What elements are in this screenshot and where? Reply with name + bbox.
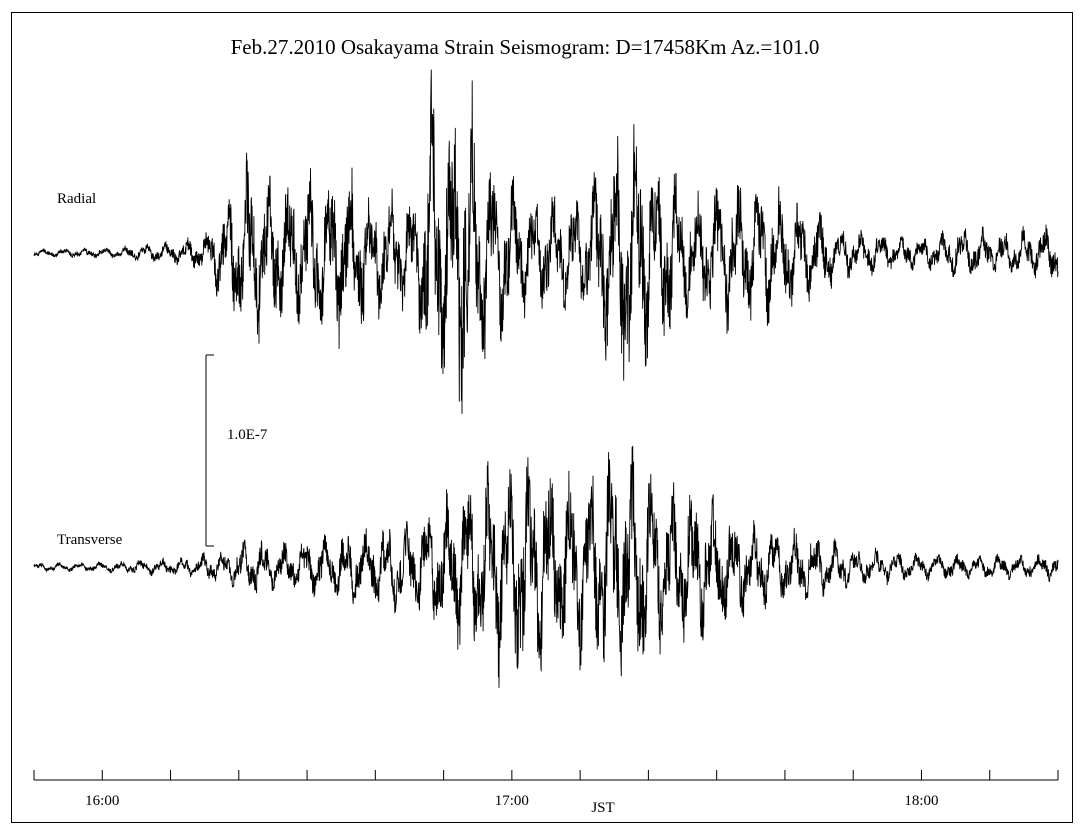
x-tick-label: 17:00: [495, 793, 529, 809]
x-tick-label: 16:00: [85, 793, 119, 809]
strain-scale-bar: [205, 354, 214, 547]
x-axis-label: JST: [591, 800, 614, 816]
scale-bar-label: 1.0E-7: [227, 427, 268, 443]
traces-group: [33, 69, 1059, 688]
plot-frame: [11, 12, 1073, 823]
chart-title: Feb.27.2010 Osakayama Strain Seismogram:…: [231, 35, 820, 59]
trace-transverse: [33, 445, 1059, 688]
trace-radial: [33, 69, 1059, 414]
series-label-transverse: Transverse: [57, 532, 123, 548]
series-label-radial: Radial: [57, 191, 96, 207]
x-axis: 16:00 17:00 18:00: [33, 770, 1059, 809]
x-tick-label: 18:00: [904, 793, 938, 809]
